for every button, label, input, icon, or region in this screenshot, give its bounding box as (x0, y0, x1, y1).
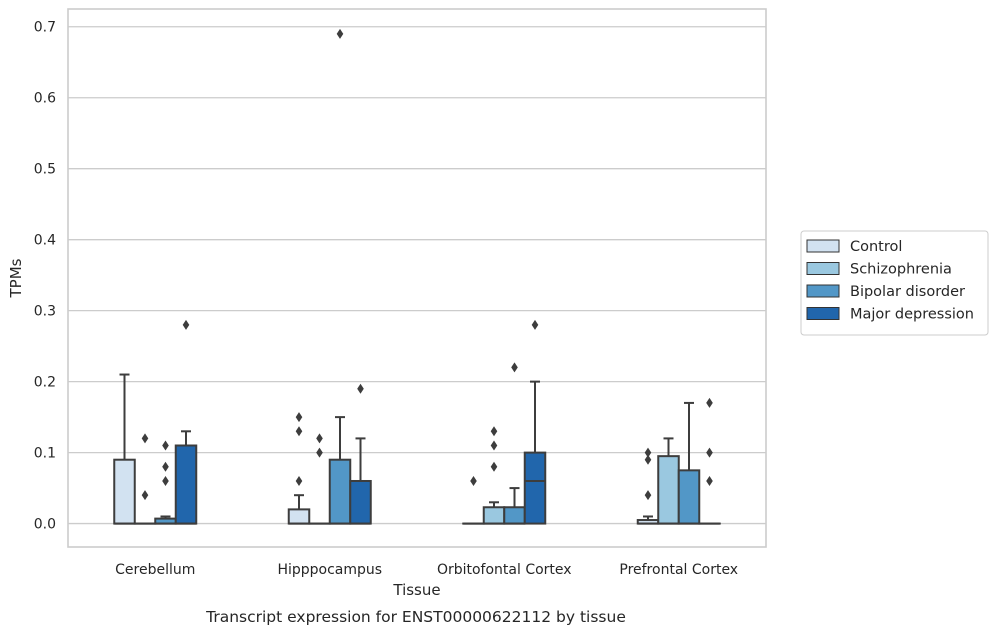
outlier-point (490, 440, 498, 451)
plot-frame (67, 8, 767, 548)
box-3-0 (636, 447, 660, 525)
outlier-point (141, 490, 149, 501)
outlier-point (295, 426, 303, 437)
outlier-point (295, 475, 303, 486)
box-layer (113, 28, 721, 525)
x-tick-label: Hipppocampus (277, 562, 382, 578)
legend-label: Schizophrenia (850, 262, 952, 278)
box-2-3 (523, 319, 547, 525)
x-tick-label: Prefrontal Cortex (619, 562, 738, 578)
grid-layer (68, 26, 766, 525)
box-rect (287, 508, 311, 525)
x-tick-label: Cerebellum (115, 562, 195, 578)
box-2-2 (503, 362, 526, 525)
y-tick-label: 0.4 (34, 233, 56, 249)
chart-caption: Transcript expression for ENST0000062211… (205, 608, 626, 626)
legend: Control Schizophrenia Bipolar disorder Majo… (800, 230, 989, 336)
y-tick-label: 0.3 (34, 304, 56, 320)
box-rect (657, 455, 680, 525)
box-rect (523, 451, 547, 525)
outlier-point (511, 362, 518, 373)
box-rect (503, 506, 526, 525)
box-rect (349, 479, 372, 525)
outlier-point (490, 426, 498, 437)
outlier-point (162, 440, 169, 451)
legend-swatch (806, 284, 840, 298)
box-rect (174, 444, 198, 525)
box-1-2 (328, 28, 352, 525)
outlier-point (141, 433, 149, 444)
outlier-point (644, 490, 652, 501)
legend-label: Major depression (850, 307, 974, 323)
box-0-1 (133, 433, 157, 525)
x-tick-label: Orbitofontal Cortex (437, 562, 572, 578)
outlier-point (490, 461, 498, 472)
outlier-point (357, 383, 364, 394)
box-0-2 (154, 440, 177, 525)
box-3-2 (677, 401, 701, 525)
box-rect (113, 458, 136, 525)
outlier-point (644, 454, 652, 465)
box-3-3 (698, 397, 721, 525)
y-tick-label: 0.1 (34, 446, 56, 462)
box-2-0 (462, 475, 485, 525)
x-tick-labels: Cerebellum Hipppocampus Orbitofontal Corte… (115, 562, 738, 578)
outlier-point (162, 475, 169, 486)
y-tick-label: 0.6 (34, 91, 56, 107)
legend-swatch (806, 262, 840, 275)
legend-label: Control (850, 239, 902, 255)
outlier-point (706, 447, 713, 458)
outlier-point (316, 433, 323, 444)
y-tick-label: 0.5 (34, 162, 56, 178)
outlier-point (316, 447, 323, 458)
legend-label: Bipolar disorder (850, 284, 965, 300)
outlier-point (182, 319, 190, 330)
outlier-point (295, 412, 303, 423)
box-0-3 (174, 319, 198, 525)
box-rect (482, 506, 506, 525)
outlier-point (706, 397, 713, 408)
box-3-1 (657, 437, 680, 525)
y-axis-title: TPMs (7, 258, 25, 298)
box-rect (677, 469, 701, 525)
y-tick-label: 0.7 (34, 20, 56, 36)
x-axis-title: Tissue (392, 581, 440, 599)
outlier-point (644, 447, 652, 458)
legend-swatch (806, 239, 840, 253)
outlier-point (162, 461, 169, 472)
outlier-point (336, 28, 344, 39)
box-rect (328, 458, 352, 525)
legend-swatch (806, 307, 840, 320)
y-tick-labels: 0.0 0.1 0.2 0.3 0.4 0.5 0.6 0.7 (34, 20, 56, 533)
outlier-point (531, 319, 539, 330)
box-1-0 (287, 412, 311, 525)
y-tick-label: 0.2 (34, 375, 56, 391)
box-0-0 (113, 373, 136, 525)
box-1-3 (349, 383, 372, 525)
outlier-point (470, 475, 477, 486)
box-1-1 (308, 433, 331, 525)
box-2-1 (482, 426, 506, 525)
y-tick-label: 0.0 (34, 517, 56, 533)
outlier-point (706, 475, 713, 486)
legend-frame (800, 230, 989, 336)
